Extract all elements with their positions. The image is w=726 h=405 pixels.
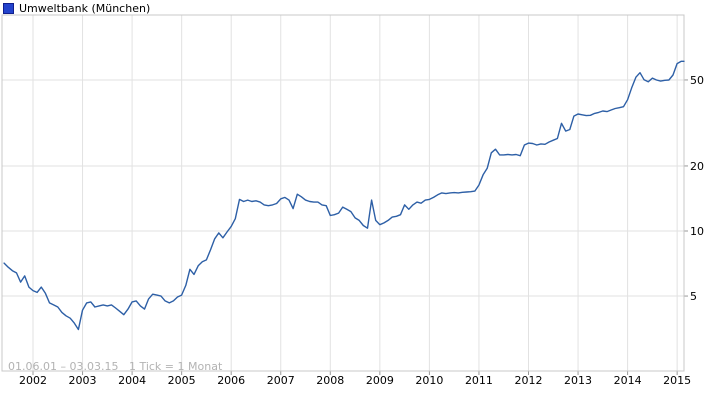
price-line — [3, 60, 685, 331]
x-axis-label: 2011 — [465, 374, 493, 387]
y-axis-label: 20 — [690, 160, 704, 173]
x-axis-label: 2015 — [663, 374, 691, 387]
y-axis-label: 5 — [690, 290, 697, 303]
x-axis-label: 2007 — [267, 374, 295, 387]
y-axis-label: 10 — [690, 225, 704, 238]
x-axis-label: 2003 — [69, 374, 97, 387]
x-axis-label: 2013 — [564, 374, 592, 387]
x-axis-label: 2009 — [366, 374, 394, 387]
chart-legend: Umweltbank (München) — [3, 2, 150, 15]
x-axis-label: 2004 — [118, 374, 146, 387]
legend-color-swatch-icon — [3, 3, 14, 14]
x-axis-label: 2005 — [168, 374, 196, 387]
x-axis-label: 2008 — [316, 374, 344, 387]
x-axis-label: 2006 — [217, 374, 245, 387]
y-axis-label: 50 — [690, 74, 704, 87]
x-axis-label: 2010 — [415, 374, 443, 387]
x-axis-label: 2014 — [614, 374, 642, 387]
plot-frame — [1, 14, 685, 372]
x-axis-label: 2002 — [19, 374, 47, 387]
chart-title: Umweltbank (München) — [19, 2, 151, 15]
date-range-info: 01.06.01 – 03.03.15 1 Tick = 1 Monat — [8, 360, 223, 373]
x-axis-label: 2012 — [515, 374, 543, 387]
